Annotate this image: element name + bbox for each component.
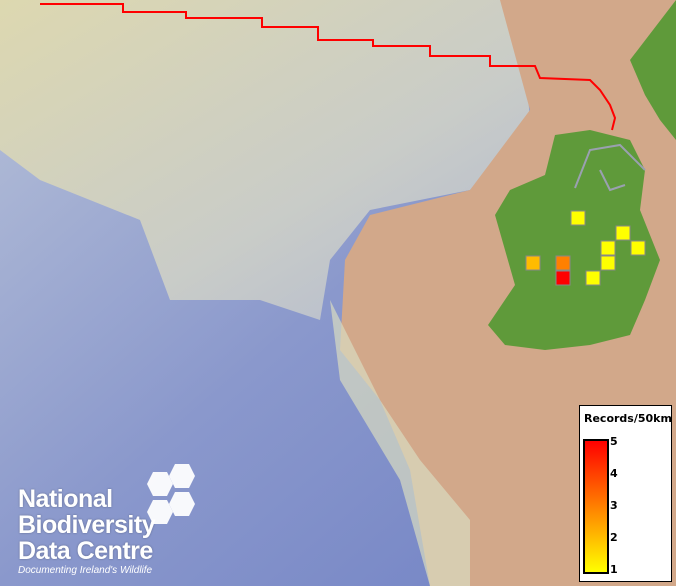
legend-tick: 3	[610, 499, 618, 512]
border-line	[574, 143, 646, 192]
logo-text: National	[18, 485, 113, 513]
legend: Records/50km 5 4 3 2 1	[579, 405, 672, 582]
logo-hexagons-icon	[147, 464, 195, 524]
ireland-landmass	[488, 130, 660, 350]
legend-tick: 5	[610, 435, 618, 448]
legend-tick: 2	[610, 531, 618, 544]
record-cell[interactable]	[600, 240, 616, 256]
legend-title: Records/50km	[584, 412, 672, 425]
record-cell[interactable]	[570, 210, 586, 226]
nbdc-logo: National Biodiversity Data Centre Docume…	[18, 485, 156, 576]
britain-landmass	[630, 0, 676, 140]
record-cell[interactable]	[555, 255, 571, 271]
record-cell[interactable]	[525, 255, 541, 271]
record-cell[interactable]	[630, 240, 646, 256]
record-cell[interactable]	[585, 270, 601, 286]
record-cell[interactable]	[555, 270, 571, 286]
logo-text: Data Centre	[18, 537, 153, 565]
legend-tick: 4	[610, 467, 618, 480]
slope	[330, 300, 470, 586]
logo-text: Biodiversity	[18, 511, 156, 539]
color-ramp	[583, 439, 609, 574]
record-cell[interactable]	[600, 255, 616, 271]
record-cell[interactable]	[615, 225, 631, 241]
boundary-line	[40, 3, 617, 131]
logo-tagline: Documenting Ireland's Wildlife	[18, 565, 153, 576]
continental-shelf	[0, 0, 530, 320]
legend-tick: 1	[610, 563, 618, 576]
